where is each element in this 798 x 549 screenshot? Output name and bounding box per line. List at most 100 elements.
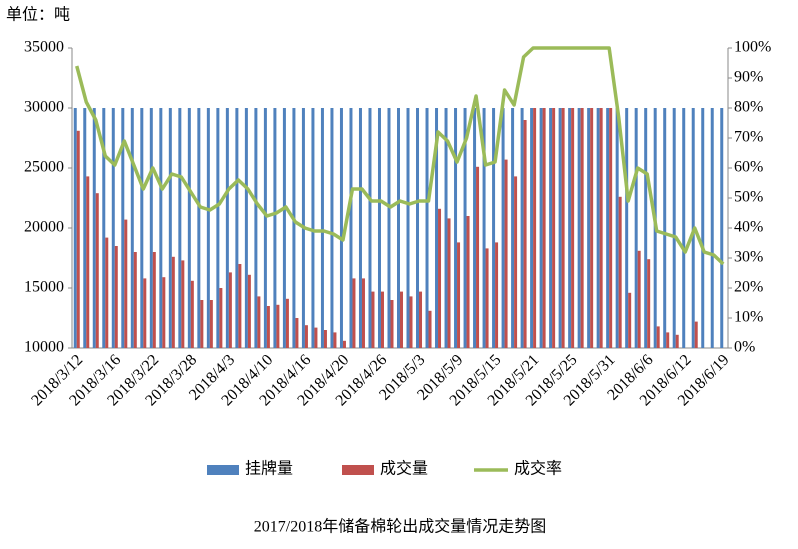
bar	[333, 332, 337, 348]
bar	[473, 108, 477, 348]
bar	[628, 292, 632, 348]
bar	[590, 108, 594, 348]
bar	[561, 108, 565, 348]
bar	[295, 318, 299, 348]
y-tick-label: 25000	[24, 159, 64, 176]
bar	[219, 288, 223, 348]
bar	[425, 108, 429, 348]
bar	[435, 108, 439, 348]
bar	[625, 108, 629, 348]
bar	[476, 166, 480, 348]
y2-tick-label: 100%	[734, 39, 771, 56]
bar	[577, 108, 581, 348]
y-tick-label: 30000	[24, 99, 64, 116]
bar	[133, 252, 137, 348]
bar	[159, 108, 163, 348]
bar	[190, 280, 194, 348]
bar	[720, 108, 724, 348]
bar	[701, 108, 705, 348]
bar	[140, 108, 144, 348]
bar	[596, 108, 600, 348]
bar	[121, 108, 125, 348]
bar	[438, 208, 442, 348]
y2-tick-label: 20%	[734, 279, 763, 296]
y2-tick-label: 90%	[734, 69, 763, 86]
bar	[672, 108, 676, 348]
bar	[238, 264, 242, 348]
bar	[143, 278, 147, 348]
bar	[533, 108, 537, 348]
bar	[637, 250, 641, 348]
bar	[492, 108, 496, 348]
bar	[539, 108, 543, 348]
bar	[409, 296, 413, 348]
legend-label: 成交量	[380, 460, 428, 478]
bar	[105, 237, 109, 348]
bar	[225, 108, 229, 348]
bar	[419, 291, 423, 348]
bar	[444, 108, 448, 348]
bar	[457, 242, 461, 348]
bar	[485, 248, 489, 348]
bar	[368, 108, 372, 348]
y2-tick-label: 10%	[734, 309, 763, 326]
bar	[73, 108, 77, 348]
y-tick-label: 35000	[24, 39, 64, 56]
bar	[552, 108, 556, 348]
bar	[501, 108, 505, 348]
y2-tick-label: 40%	[734, 219, 763, 236]
y2-tick-label: 0%	[734, 339, 755, 356]
bar	[558, 108, 562, 348]
bar	[495, 242, 499, 348]
bar	[397, 108, 400, 348]
bar	[292, 108, 296, 348]
bar	[149, 108, 153, 348]
bar	[76, 130, 80, 348]
bar	[694, 321, 698, 348]
bar	[542, 108, 546, 348]
bar	[247, 274, 251, 348]
bar	[514, 176, 518, 348]
y2-tick-label: 50%	[734, 189, 763, 206]
legend-swatch	[207, 465, 239, 475]
y-tick-label: 20000	[24, 219, 64, 236]
bar	[266, 306, 270, 348]
bar	[390, 300, 394, 348]
bar	[606, 108, 610, 348]
bar	[254, 108, 258, 348]
bar	[244, 108, 248, 348]
y-tick-label: 15000	[24, 279, 64, 296]
bar	[530, 108, 534, 348]
bar	[276, 304, 280, 348]
bar	[675, 334, 679, 348]
bar	[416, 108, 420, 348]
bar	[387, 108, 391, 348]
bar	[162, 277, 166, 348]
bar	[504, 159, 508, 348]
bar	[571, 108, 575, 348]
y-tick-label: 10000	[24, 339, 64, 356]
bar	[377, 108, 381, 348]
y2-tick-label: 80%	[734, 99, 763, 116]
bar	[330, 108, 334, 348]
bar	[466, 216, 470, 348]
bar	[102, 108, 106, 348]
bar	[647, 259, 651, 348]
bar	[200, 300, 204, 348]
bar	[282, 108, 286, 348]
bar	[454, 108, 458, 348]
bar	[682, 108, 686, 348]
bar	[609, 108, 613, 348]
bar	[663, 108, 667, 348]
bar	[285, 298, 289, 348]
bar	[549, 108, 553, 348]
bar	[152, 252, 156, 348]
bar	[580, 108, 584, 348]
bar	[380, 291, 384, 348]
bar	[511, 108, 515, 348]
bar	[371, 291, 375, 348]
bar	[666, 332, 670, 348]
bar	[644, 108, 648, 348]
bar	[83, 108, 87, 348]
